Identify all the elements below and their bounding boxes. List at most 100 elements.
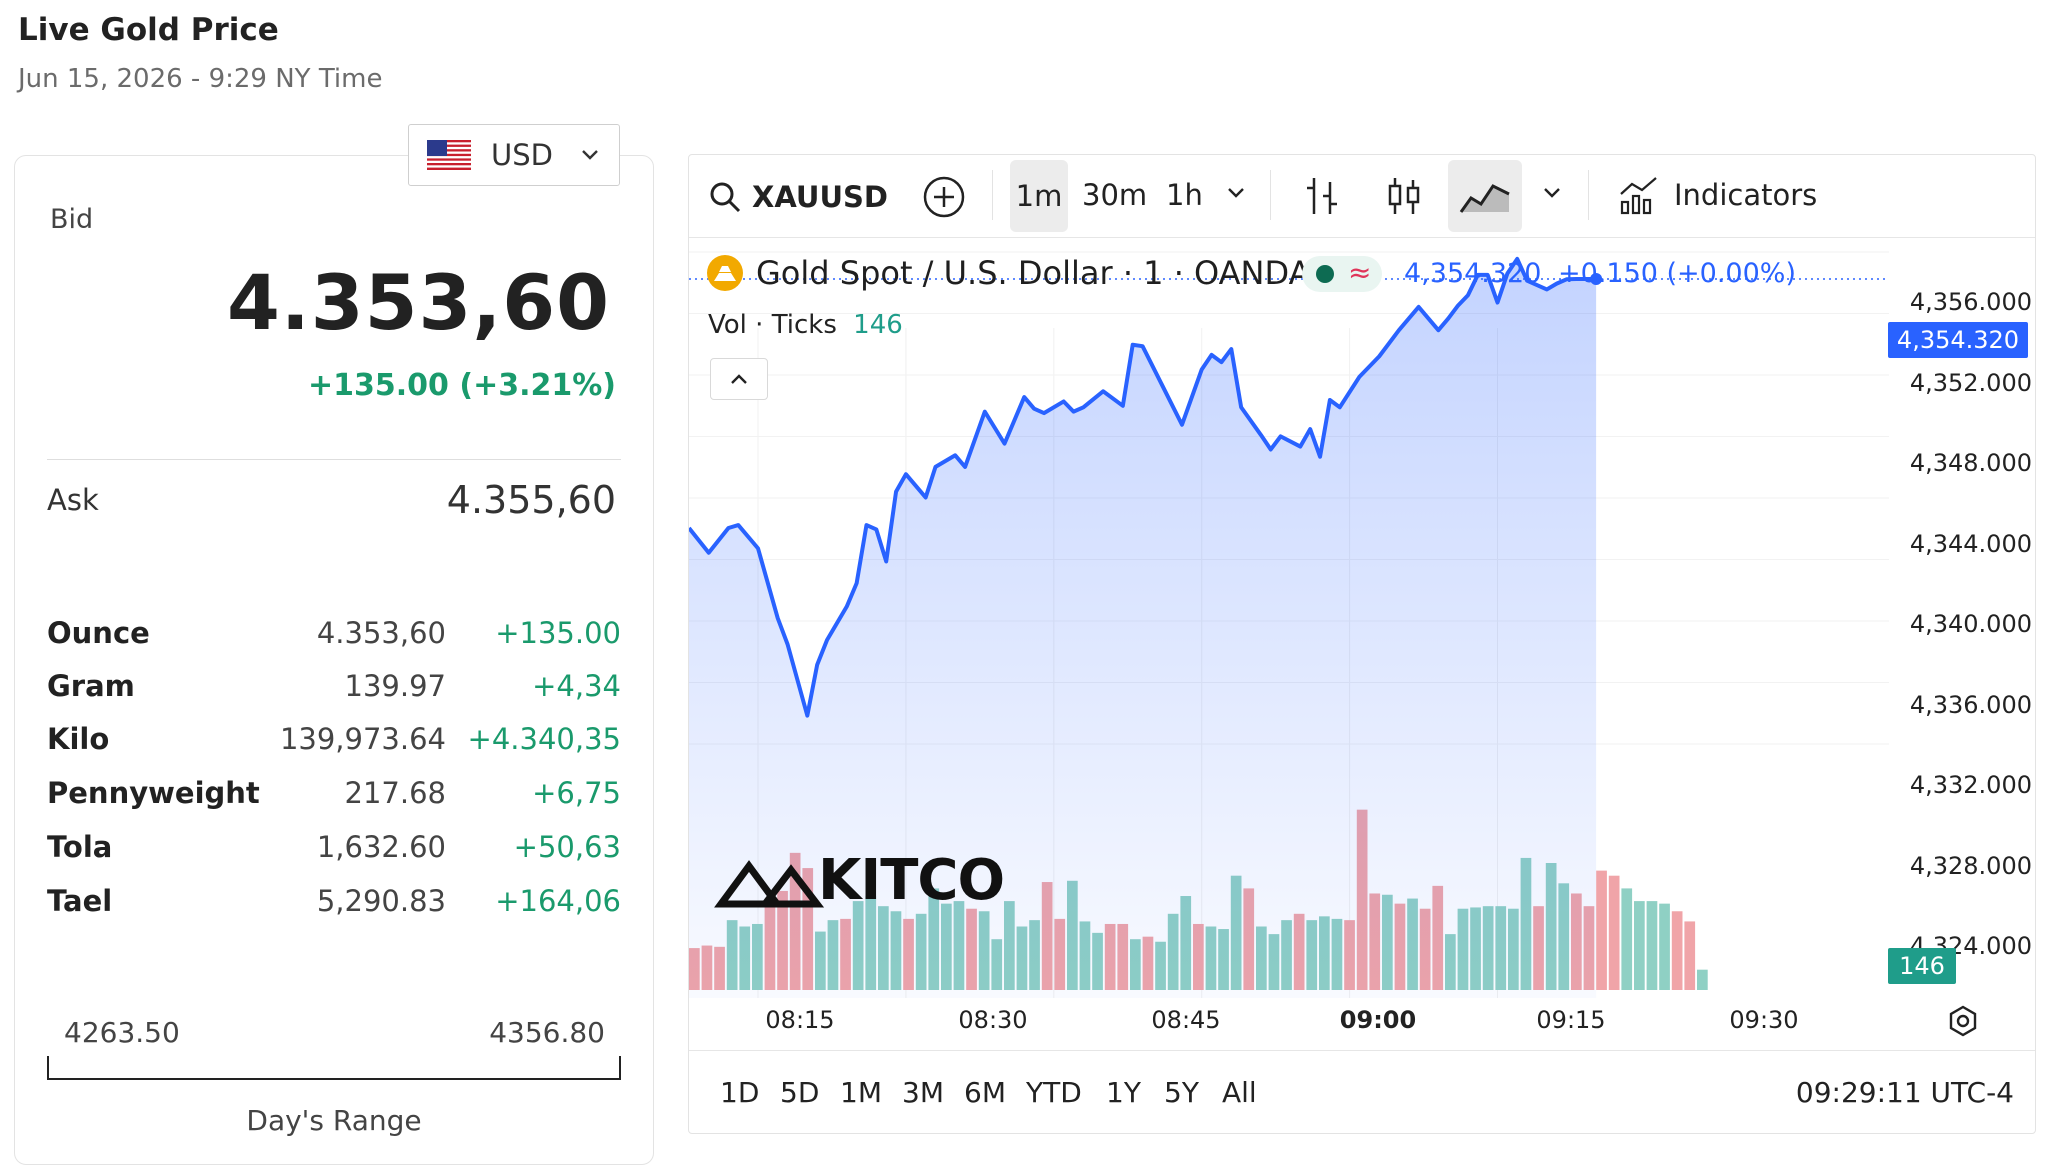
chart-toolbar	[689, 155, 2035, 238]
period-6m[interactable]: 6M	[964, 1076, 1006, 1109]
volume-bar	[1659, 903, 1670, 990]
volume-bar	[1634, 901, 1645, 990]
search-icon	[710, 182, 741, 213]
unit-price: 139,973.64	[279, 722, 446, 756]
time-axis-tick: 08:45	[1151, 1006, 1221, 1034]
ask-value: 4.355,60	[446, 478, 616, 522]
price-line	[689, 256, 1597, 718]
chevron-down-icon	[1544, 188, 1560, 198]
period-5d[interactable]: 5D	[780, 1076, 820, 1109]
volume-legend: Vol · Ticks 146	[708, 310, 903, 340]
price-axis-tick: 4,344.000	[1909, 529, 2032, 558]
compare-button[interactable]	[922, 175, 966, 219]
kitco-wordmark: KITCO	[818, 848, 1005, 913]
unit-name: Tael	[47, 884, 113, 918]
volume-bar	[1646, 901, 1658, 990]
legend-change: +0.150 (+0.00%)	[1558, 258, 1796, 289]
timeframe-1m[interactable]: 1m	[1010, 160, 1068, 232]
chart-bottom-bar	[689, 1050, 2035, 1133]
kitco-logo	[714, 860, 825, 908]
page-title: Live Gold Price	[18, 12, 279, 48]
price-axis-tick: 4,328.000	[1909, 851, 2032, 880]
market-status-pill[interactable]: ≈	[1302, 256, 1382, 292]
unit-price: 4.353,60	[316, 616, 446, 650]
symbol-search[interactable]: XAUUSD	[708, 170, 888, 224]
chevron-up-icon	[731, 374, 747, 384]
ask-label: Ask	[47, 483, 99, 517]
bid-value: 4.353,60	[226, 258, 610, 347]
candlestick-icon	[1388, 178, 1420, 214]
us-flag-icon	[427, 140, 471, 170]
day-range-bar	[47, 1056, 621, 1080]
chart-settings-icon[interactable]	[1946, 1004, 1980, 1038]
unit-price: 5,290.83	[316, 884, 446, 918]
day-range-label: Day's Range	[246, 1104, 422, 1137]
volume-legend-label: Vol · Ticks	[708, 310, 837, 340]
volume-legend-value: 146	[853, 310, 903, 340]
unit-change: +4.340,35	[467, 722, 621, 756]
price-axis-tick: 4,340.000	[1909, 610, 2032, 638]
page-timestamp: Jun 15, 2026 - 9:29 NY Time	[18, 64, 383, 94]
period-5y[interactable]: 5Y	[1164, 1076, 1199, 1109]
indicators-button[interactable]: Indicators	[1618, 174, 1817, 216]
timeframe-30m[interactable]: 30m	[1082, 178, 1148, 212]
divider	[47, 459, 621, 460]
chart-style-dropdown[interactable]	[1542, 186, 1562, 200]
volume-bar	[1608, 875, 1620, 990]
symbol-label: XAUUSD	[752, 180, 888, 214]
area-style-button[interactable]	[1448, 160, 1522, 232]
volume-bar	[1671, 911, 1683, 990]
unit-name: Tola	[47, 830, 113, 864]
unit-change: +4,34	[532, 669, 621, 703]
collapse-legend-button[interactable]	[710, 358, 768, 400]
bar-style-button[interactable]	[1304, 174, 1340, 218]
candle-style-button[interactable]	[1386, 174, 1422, 218]
period-ytd[interactable]: YTD	[1026, 1076, 1082, 1109]
timeframe-dropdown[interactable]	[1226, 186, 1246, 200]
wave-icon: ≈	[1348, 256, 1372, 289]
timeframe-1h[interactable]: 1h	[1166, 178, 1203, 212]
indicators-icon	[1620, 177, 1657, 215]
unit-price: 139.97	[344, 669, 446, 703]
period-1d[interactable]: 1D	[720, 1076, 760, 1109]
volume-bar	[1596, 870, 1607, 990]
volume-bar	[1697, 969, 1708, 990]
time-axis-tick: 09:00	[1339, 1006, 1417, 1034]
period-1m[interactable]: 1M	[840, 1076, 882, 1109]
unit-change: +164,06	[495, 884, 621, 918]
ohlc-bars-icon	[1307, 178, 1337, 214]
unit-row-ounce: Ounce 4.353,60 +135.00	[47, 616, 621, 656]
volume-bar	[1621, 888, 1633, 990]
last-price-dot	[1590, 272, 1603, 285]
price-axis-tick: 4,348.000	[1909, 449, 2032, 477]
unit-row-tael: Tael 5,290.83 +164,06	[47, 884, 621, 924]
area-chart-icon	[1459, 184, 1510, 213]
bid-change: +135.00 (+3.21%)	[308, 368, 616, 403]
unit-row-pennyweight: Pennyweight 217.68 +6,75	[47, 776, 621, 816]
legend-price: 4,354.320 +0.150 (+0.00%)	[1404, 258, 1796, 289]
legend-last: 4,354.320	[1404, 258, 1542, 289]
unit-name: Ounce	[47, 616, 150, 650]
day-range-low: 4263.50	[64, 1016, 180, 1049]
price-axis-tick: 4,336.000	[1909, 690, 2032, 719]
unit-change: +50,63	[513, 830, 621, 864]
unit-row-kilo: Kilo 139,973.64 +4.340,35	[47, 722, 621, 762]
indicators-label: Indicators	[1674, 178, 1818, 212]
price-axis-tick: 4,332.000	[1909, 771, 2032, 799]
currency-label: USD	[491, 138, 553, 172]
currency-select[interactable]: USD	[408, 124, 620, 186]
volume-bar	[1684, 921, 1696, 990]
period-3m[interactable]: 3M	[902, 1076, 944, 1109]
toolbar-divider	[1588, 170, 1589, 220]
price-axis-tick: 4,352.000	[1909, 368, 2032, 397]
unit-name: Gram	[47, 669, 135, 703]
market-open-dot-icon	[1316, 265, 1334, 283]
period-all[interactable]: All	[1222, 1076, 1257, 1109]
period-1y[interactable]: 1Y	[1106, 1076, 1141, 1109]
price-chart[interactable]	[689, 238, 2035, 1048]
price-axis-tick: 4,356.000	[1909, 288, 2032, 316]
last-price-tag: 4,354.320	[1888, 322, 2028, 358]
unit-name: Kilo	[47, 722, 110, 756]
price-panel	[14, 155, 654, 1165]
chart-clock: 09:29:11 UTC-4	[1795, 1076, 2014, 1109]
